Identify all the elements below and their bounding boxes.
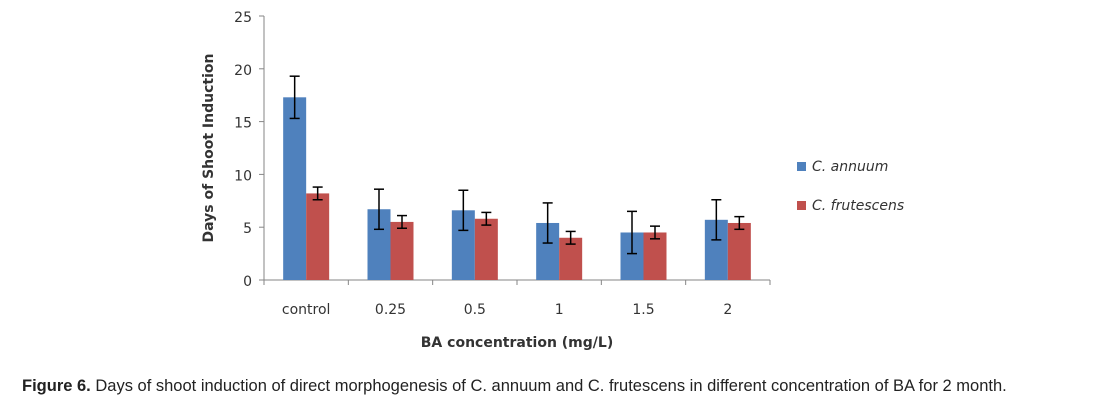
bar-c-frutescens: [306, 193, 330, 280]
x-tick-label: 1: [555, 302, 564, 318]
y-tick-label: 25: [234, 10, 252, 26]
x-tick-label: 0.25: [375, 302, 406, 318]
bar-c-annuum: [367, 209, 391, 280]
legend-label-c-frutescens: C. frutescens: [812, 198, 904, 214]
legend-swatch-c-annuum: [797, 162, 806, 171]
bar-c-frutescens: [474, 218, 498, 280]
bar-c-annuum: [283, 97, 307, 280]
bar-c-frutescens: [643, 232, 667, 280]
bar-c-annuum: [620, 232, 644, 280]
legend-label-c-annuum: C. annuum: [812, 159, 888, 175]
y-axis-title: Days of Shoot Induction: [201, 54, 217, 243]
x-tick-label: control: [282, 302, 331, 318]
plot-area: 0 5 10 15 20 25 control 0.25 0.5 1 1.5 2: [234, 10, 771, 318]
y-tick-label: 5: [243, 221, 252, 237]
x-tick-label: 1.5: [632, 302, 654, 318]
caption-label: Figure 6.: [22, 377, 91, 395]
x-axis-title: BA concentration (mg/L): [421, 335, 613, 351]
bar-c-frutescens: [390, 221, 414, 280]
x-tick-label: 2: [723, 302, 732, 318]
y-tick-label: 20: [234, 63, 252, 79]
caption-text: Days of shoot induction of direct morpho…: [90, 377, 1007, 395]
bar-chart: 0 5 10 15 20 25 control 0.25 0.5 1 1.5 2 Days of Sh…: [201, 10, 904, 351]
bar-c-annuum: [704, 219, 728, 280]
bar-c-frutescens: [727, 222, 751, 280]
legend-swatch-c-frutescens: [797, 201, 806, 210]
bar-c-annuum: [536, 222, 560, 280]
y-tick-label: 15: [234, 116, 252, 132]
bar-c-frutescens: [559, 237, 583, 280]
y-tick-label: 10: [234, 168, 252, 184]
legend: C. annuum C. frutescens: [797, 159, 904, 214]
bar-c-annuum: [451, 210, 475, 280]
x-tick-label: 0.5: [464, 302, 486, 318]
y-tick-label: 0: [243, 274, 252, 290]
figure-caption: Figure 6. Days of shoot induction of dir…: [22, 377, 1112, 396]
